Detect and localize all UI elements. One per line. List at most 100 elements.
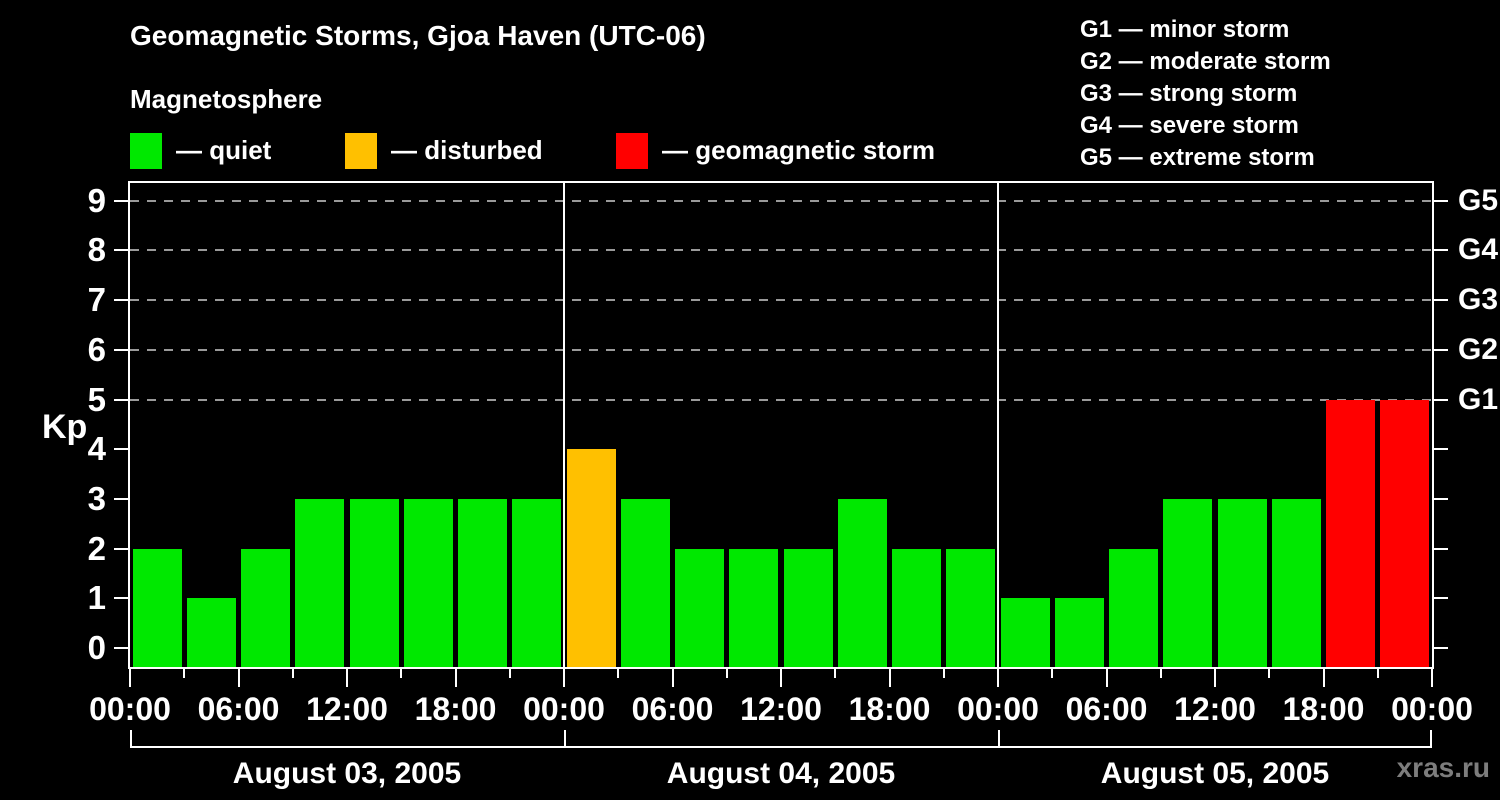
watermark: xras.ru: [1396, 752, 1490, 783]
kp-bar: [1326, 399, 1376, 667]
x-tick-label: 00:00: [957, 691, 1039, 727]
x-axis-major-tick: [563, 667, 565, 687]
y-tick-label: 1: [87, 579, 106, 617]
gridline-kp8: [130, 249, 1432, 252]
x-tick-label: 00:00: [89, 691, 171, 727]
quiet-swatch-icon: [130, 133, 162, 169]
storm-scale-line-4: G4 — severe storm: [1080, 112, 1299, 139]
storm-scale-line-3: G3 — strong storm: [1080, 80, 1298, 107]
x-axis-minor-tick: [1268, 667, 1271, 678]
y-axis-tick-right: [1432, 647, 1448, 649]
kp-bar: [295, 498, 345, 667]
y-axis-tick-left: [114, 448, 130, 451]
y-tick-label: 4: [87, 430, 106, 468]
kp-bar: [403, 498, 453, 667]
kp-bar: [783, 548, 833, 667]
x-axis-major-tick: [129, 667, 131, 687]
y-axis-tick-right: [1432, 348, 1448, 351]
y-axis-tick-right: [1432, 249, 1448, 252]
gridline-kp5: [130, 398, 1432, 401]
x-axis-major-tick: [780, 667, 782, 687]
x-axis-minor-tick: [834, 667, 837, 678]
kp-bar: [241, 548, 291, 667]
g-scale-label: G4: [1458, 233, 1499, 267]
y-tick-label: 6: [87, 330, 106, 368]
kp-bar: [566, 449, 616, 667]
x-axis-major-tick: [997, 667, 999, 687]
gridline-kp6: [130, 348, 1432, 351]
y-axis-tick-right: [1432, 597, 1448, 600]
x-tick-label: 00:00: [523, 691, 605, 727]
x-axis-minor-tick: [942, 667, 945, 678]
kp-bar: [620, 498, 670, 667]
x-tick-label: 12:00: [1174, 691, 1256, 727]
y-axis-tick-right: [1432, 448, 1448, 451]
y-axis-tick-left: [114, 497, 130, 500]
storm-swatch-icon: [616, 133, 648, 169]
g-scale-label: G5: [1458, 183, 1499, 217]
x-tick-label: 00:00: [1391, 691, 1473, 727]
kp-bar: [729, 548, 779, 667]
date-bracket-tick: [998, 730, 1000, 746]
kp-bar: [892, 548, 942, 667]
x-tick-label: 06:00: [631, 691, 714, 727]
date-bracket-tick: [1430, 730, 1432, 746]
x-tick-label: 12:00: [306, 691, 388, 727]
x-axis-major-tick: [1214, 667, 1216, 687]
kp-bar: [1163, 498, 1213, 667]
x-axis-major-tick: [1431, 667, 1433, 687]
y-axis-tick-left: [114, 398, 130, 401]
kp-bar: [1000, 598, 1050, 667]
x-axis-minor-tick: [1376, 667, 1379, 678]
x-tick-label: 18:00: [1282, 691, 1365, 727]
y-axis-tick-right: [1432, 547, 1448, 550]
y-axis-tick-right: [1432, 299, 1448, 302]
x-axis-major-tick: [888, 667, 891, 687]
x-tick-label: 06:00: [1065, 691, 1148, 727]
y-tick-label: 3: [87, 479, 106, 517]
x-axis-major-tick: [671, 667, 674, 687]
x-axis-major-tick: [346, 667, 348, 687]
x-axis-minor-tick: [183, 667, 186, 678]
chart-subtitle: Magnetosphere: [130, 84, 323, 114]
kp-bar: [132, 548, 182, 667]
y-axis-tick-left: [114, 249, 130, 252]
storm-scale-legend: G1 — minor storm G2 — moderate storm G3 — …: [1080, 14, 1331, 174]
date-bracket-line: [130, 746, 1432, 748]
y-axis-tick-right: [1432, 199, 1448, 202]
x-axis-minor-tick: [508, 667, 511, 678]
x-axis-major-tick: [1105, 667, 1108, 687]
x-axis-minor-tick: [400, 667, 403, 678]
x-axis-minor-tick: [725, 667, 728, 678]
date-bracket-tick: [130, 730, 132, 746]
day-divider: [997, 183, 999, 667]
x-axis-major-tick: [1322, 667, 1325, 687]
gridline-kp9: [130, 199, 1432, 202]
y-axis-tick-left: [114, 199, 130, 202]
x-axis-minor-tick: [1159, 667, 1162, 678]
y-tick-label: 2: [87, 529, 106, 567]
x-axis-major-tick: [454, 667, 457, 687]
kp-bar: [512, 498, 562, 667]
y-axis-tick-right: [1432, 398, 1448, 401]
y-axis-title: Kp: [42, 408, 88, 446]
x-axis-minor-tick: [1051, 667, 1054, 678]
y-tick-label: 7: [87, 281, 106, 319]
kp-bar: [1380, 399, 1430, 667]
kp-bar: [1217, 498, 1267, 667]
y-tick-label: 8: [87, 231, 106, 269]
kp-bar: [837, 498, 887, 667]
x-axis-major-tick: [237, 667, 240, 687]
storm-scale-line-2: G2 — moderate storm: [1080, 48, 1331, 75]
storm-scale-line-5: G5 — extreme storm: [1080, 144, 1315, 171]
legend-item-label: — disturbed: [391, 135, 543, 165]
kp-bar: [675, 548, 725, 667]
gridline-kp7: [130, 299, 1432, 302]
y-axis-tick-left: [114, 299, 130, 302]
x-tick-label: 12:00: [740, 691, 822, 727]
y-axis-tick-left: [114, 547, 130, 550]
chart-title: Geomagnetic Storms, Gjoa Haven (UTC-06): [130, 20, 706, 51]
kp-bar: [1054, 598, 1104, 667]
kp-bar: [458, 498, 508, 667]
